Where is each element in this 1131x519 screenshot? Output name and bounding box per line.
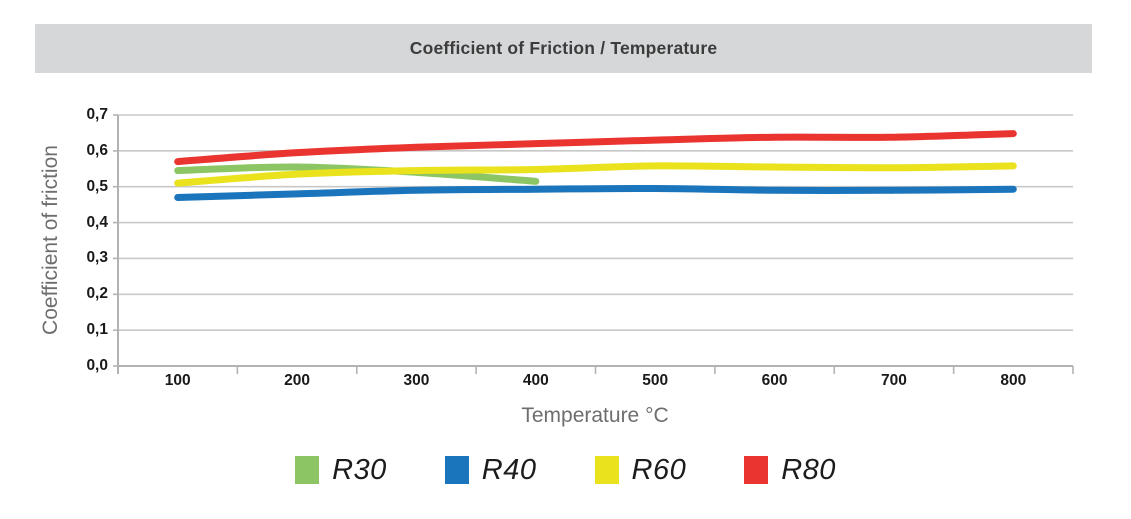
legend-label-R30: R30	[332, 454, 387, 486]
legend-label-R80: R80	[781, 454, 836, 486]
y-tick-label: 0,1	[86, 321, 108, 339]
series-line-R40	[174, 184, 1017, 201]
legend-item-R80: R80	[744, 454, 836, 486]
legend-item-R60: R60	[594, 454, 687, 486]
legend-label-R40: R40	[481, 454, 537, 486]
x-tick-label: 200	[284, 372, 310, 389]
y-tick-label: 0,7	[86, 106, 108, 123]
x-axis-title: Temperature °C	[521, 404, 669, 427]
legend-item-R40: R40	[444, 454, 537, 486]
legend-swatch-R30	[295, 456, 320, 484]
series-line-R60	[174, 162, 1017, 187]
x-tick-label: 400	[522, 372, 549, 389]
x-tick-label: 500	[642, 372, 669, 389]
y-tick-label: 0,4	[86, 213, 108, 231]
y-tick-label: 0,5	[86, 177, 108, 195]
legend-label-R60: R60	[631, 454, 687, 486]
x-tick-label: 300	[403, 372, 430, 389]
y-tick-label: 0,2	[86, 285, 108, 303]
legend-swatch-R40	[444, 456, 469, 484]
x-tick-label: 100	[164, 372, 191, 389]
chart-legend: R30 R40 R60 R80	[0, 448, 1131, 492]
legend-item-R30: R30	[295, 454, 387, 486]
x-tick-label: 600	[761, 372, 788, 389]
legend-swatch-R80	[744, 456, 769, 484]
chart-title-bar: Coefficient of Friction / Temperature	[35, 24, 1092, 73]
chart-title: Coefficient of Friction / Temperature	[409, 38, 718, 58]
series-line-R80	[174, 130, 1017, 166]
y-tick-label: 0,6	[86, 141, 108, 159]
x-tick-label: 800	[1000, 372, 1027, 389]
legend-swatch-R60	[594, 456, 619, 484]
x-tick-label: 700	[881, 372, 907, 389]
y-tick-label: 0,3	[86, 249, 108, 267]
y-tick-label: 0,0	[86, 357, 108, 374]
